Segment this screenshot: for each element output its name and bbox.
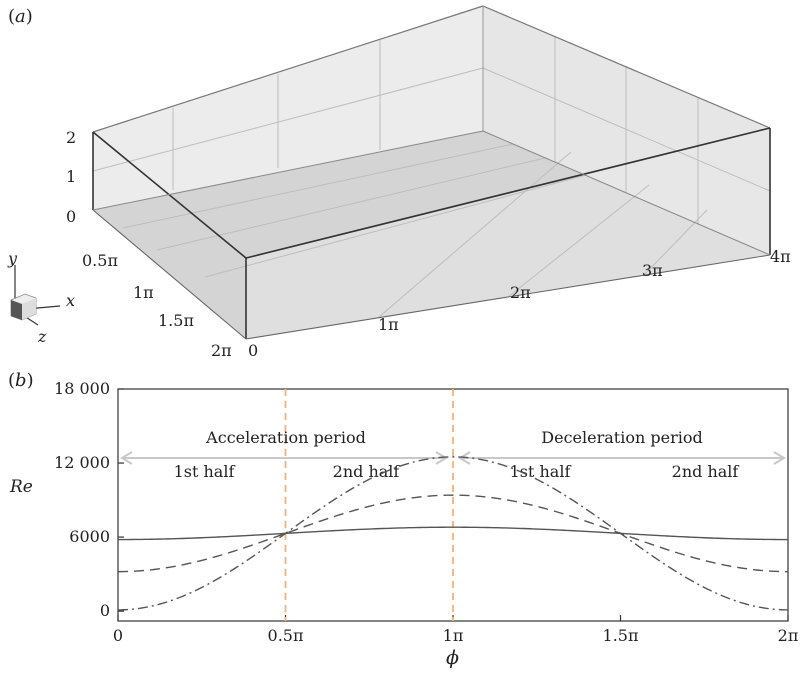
x-axis-label: ϕ xyxy=(446,647,459,669)
x-tick-label: 0 xyxy=(113,626,123,645)
panel-a: (a) xyxy=(7,5,791,360)
x-tick-3pi: 3π xyxy=(642,261,663,280)
deceleration-period-label: Deceleration period xyxy=(541,428,702,447)
decel-second-half-label: 2nd half xyxy=(672,462,740,481)
x-tick-0: 0 xyxy=(248,341,258,360)
series-dashed-line xyxy=(117,494,789,573)
z-tick-0-5pi: 0.5π xyxy=(82,251,118,270)
z-tick-2pi: 2π xyxy=(211,341,232,360)
series-dashdot-line xyxy=(117,456,789,611)
accel-second-half-label: 2nd half xyxy=(333,462,401,481)
series-lines xyxy=(117,456,789,611)
y-tick-label: 18 000 xyxy=(54,379,110,398)
triad-z-label: z xyxy=(37,327,47,346)
panel-b: (b) Re ϕ 0 0.5π 1π 1.5π 2π 0 6000 12 000 18 000… xyxy=(8,370,798,669)
x-tick-2pi: 2π xyxy=(510,283,531,302)
triad-y-label: y xyxy=(7,249,18,268)
z-tick-1-5pi: 1.5π xyxy=(158,311,194,330)
box-back-left-face xyxy=(93,6,483,210)
period-dividers xyxy=(284,389,454,621)
x-tick-label: 2π xyxy=(778,626,799,645)
z-tick-1pi: 1π xyxy=(133,283,154,302)
y-tick-label: 6000 xyxy=(69,527,110,546)
x-tick-label: 0.5π xyxy=(268,626,304,645)
axes-triad: y x z xyxy=(7,249,75,346)
decel-first-half-label: 1st half xyxy=(510,462,572,481)
x-ticks: 0 0.5π 1π 1.5π 2π xyxy=(113,615,798,645)
y-tick-1: 1 xyxy=(66,167,76,186)
box-front-face xyxy=(246,128,770,339)
box-edges xyxy=(92,5,771,340)
x-tick-4pi: 4π xyxy=(770,247,791,266)
y-tick-0: 0 xyxy=(66,207,76,226)
triad-x-label: x xyxy=(66,291,75,310)
x-tick-label: 1π xyxy=(443,626,464,645)
x-tick-label: 1.5π xyxy=(603,626,639,645)
y-tick-2: 2 xyxy=(66,128,76,147)
y-axis-label: Re xyxy=(9,477,33,497)
x-tick-1pi: 1π xyxy=(378,315,399,334)
period-arrows xyxy=(120,451,786,465)
y-tick-label: 0 xyxy=(100,601,110,620)
panel-a-label: (a) xyxy=(8,6,33,27)
series-solid-line xyxy=(118,526,788,541)
y-ticks: 0 6000 12 000 18 000 xyxy=(54,379,124,620)
acceleration-period-label: Acceleration period xyxy=(205,428,366,447)
accel-first-half-label: 1st half xyxy=(174,462,236,481)
panel-b-label: (b) xyxy=(8,370,34,391)
y-tick-label: 12 000 xyxy=(54,453,110,472)
